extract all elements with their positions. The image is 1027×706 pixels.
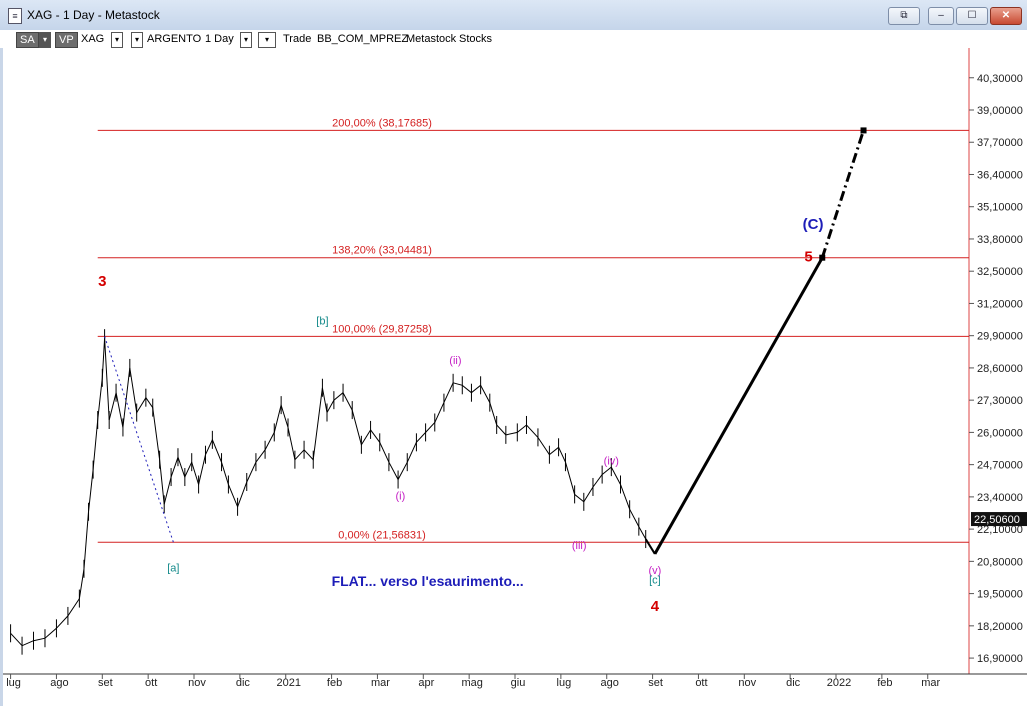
x-tick-label: ago bbox=[601, 677, 619, 689]
projection-line bbox=[653, 257, 824, 555]
wave-annotation: (iii) bbox=[572, 540, 587, 552]
vp-button[interactable]: VP bbox=[55, 32, 78, 48]
trade-label[interactable]: Trade bbox=[283, 33, 312, 45]
x-tick-label: mar bbox=[921, 677, 940, 689]
last-price-label: 22,50600 bbox=[974, 514, 1020, 526]
wave-annotation: (ii) bbox=[449, 355, 461, 367]
source-label: Metastock bbox=[406, 33, 457, 45]
x-tick-label: 2022 bbox=[827, 677, 851, 689]
wave-annotation: (v) bbox=[648, 565, 661, 577]
wave-annotation: (iv) bbox=[604, 456, 619, 468]
symbol-dropdown-icon[interactable]: ▾ bbox=[111, 32, 123, 48]
x-tick-label: ott bbox=[145, 677, 157, 689]
type-label: Stocks bbox=[459, 33, 493, 45]
x-tick-label: apr bbox=[418, 677, 434, 689]
wave-annotation: 4 bbox=[651, 598, 660, 615]
x-tick-label: mar bbox=[371, 677, 390, 689]
last-price-tag bbox=[971, 512, 1027, 527]
wave-annotation: (C) bbox=[803, 216, 824, 233]
x-tick-label: mag bbox=[461, 677, 482, 689]
x-tick-label: nov bbox=[188, 677, 206, 689]
x-tick-label: ago bbox=[50, 677, 68, 689]
y-tick-label: 31,20000 bbox=[977, 298, 1023, 310]
x-tick-label: dic bbox=[236, 677, 251, 689]
wave-annotation: [b] bbox=[316, 316, 328, 328]
layout-name: BB_COM_MPREZ bbox=[317, 33, 409, 45]
fib-level-label: 0,00% (21,56831) bbox=[338, 529, 425, 541]
fib-level-label: 200,00% (38,17685) bbox=[332, 117, 432, 129]
y-tick-label: 20,80000 bbox=[977, 556, 1023, 568]
x-tick-label: set bbox=[98, 677, 113, 689]
wave-annotation: 3 bbox=[98, 273, 106, 290]
y-tick-label: 36,40000 bbox=[977, 169, 1023, 181]
window-titlebar: ≡ XAG - 1 Day - Metastock ⧉ – ☐ ✕ bbox=[0, 0, 1027, 31]
app-icon: ≡ bbox=[8, 8, 22, 24]
x-tick-label: dic bbox=[786, 677, 801, 689]
sa-button[interactable]: SA bbox=[16, 32, 39, 48]
x-tick-label: feb bbox=[877, 677, 892, 689]
wave-annotation: (i) bbox=[395, 490, 405, 502]
x-tick-label: 2021 bbox=[276, 677, 300, 689]
y-tick-label: 19,50000 bbox=[977, 589, 1023, 601]
close-button[interactable]: ✕ bbox=[990, 7, 1022, 25]
y-tick-label: 26,00000 bbox=[977, 427, 1023, 439]
price-series-line bbox=[10, 338, 647, 647]
chart-area[interactable]: 40,30000 39,00000 37,70000 36,40000 35,10000… bbox=[3, 48, 1027, 706]
x-tick-label: nov bbox=[738, 677, 756, 689]
projection-marker bbox=[819, 254, 826, 261]
wave-annotation: 5 bbox=[804, 248, 812, 265]
wave-annotation: FLAT... verso l'esaurimento... bbox=[332, 573, 524, 589]
projection-line bbox=[820, 129, 865, 259]
chart-toolbar: SA ▾ VP XAG ▾ ▾ ARGENTO 1 Day ▾ ▾ Trade … bbox=[0, 30, 1027, 48]
x-tick-label: giu bbox=[511, 677, 526, 689]
wave-annotation: [a] bbox=[167, 562, 179, 574]
y-tick-label: 28,60000 bbox=[977, 363, 1023, 375]
y-tick-label: 35,10000 bbox=[977, 202, 1023, 214]
window-title: XAG - 1 Day - Metastock bbox=[27, 8, 160, 22]
y-tick-label: 16,90000 bbox=[977, 653, 1023, 665]
sa-dropdown-icon[interactable]: ▾ bbox=[39, 32, 51, 48]
indicator-dropdown-icon[interactable]: ▾ bbox=[131, 32, 143, 48]
fib-level-label: 100,00% (29,87258) bbox=[332, 323, 432, 335]
symbol-label: XAG bbox=[81, 33, 105, 45]
y-tick-label: 23,40000 bbox=[977, 492, 1023, 504]
y-tick-label: 24,70000 bbox=[977, 460, 1023, 472]
price-chart[interactable]: 40,30000 39,00000 37,70000 36,40000 35,10000… bbox=[3, 48, 1027, 706]
layout-dropdown-icon[interactable]: ▾ bbox=[258, 32, 276, 48]
x-tick-label: lug bbox=[6, 677, 21, 689]
maximize-button[interactable]: ☐ bbox=[956, 7, 988, 25]
x-tick-label: feb bbox=[327, 677, 342, 689]
minimize-button[interactable]: – bbox=[928, 7, 954, 25]
y-tick-label: 40,30000 bbox=[977, 73, 1023, 85]
y-tick-label: 32,50000 bbox=[977, 266, 1023, 278]
x-tick-label: ott bbox=[695, 677, 707, 689]
y-tick-label: 29,90000 bbox=[977, 331, 1023, 343]
y-tick-label: 33,80000 bbox=[977, 234, 1023, 246]
fib-level-label: 138,20% (33,04481) bbox=[332, 245, 432, 257]
y-tick-label: 22,10000 bbox=[977, 524, 1023, 536]
period-label: 1 Day bbox=[205, 33, 234, 45]
y-tick-label: 39,00000 bbox=[977, 105, 1023, 117]
x-tick-label: lug bbox=[557, 677, 572, 689]
y-tick-label: 18,20000 bbox=[977, 621, 1023, 633]
y-tick-label: 37,70000 bbox=[977, 137, 1023, 149]
security-name: ARGENTO bbox=[147, 33, 202, 45]
wave-a-dotted-line bbox=[104, 336, 174, 543]
wave-annotation: [c] bbox=[649, 575, 661, 587]
restore-chart-button[interactable]: ⧉ bbox=[888, 7, 920, 25]
y-tick-label: 27,30000 bbox=[977, 395, 1023, 407]
wave-v-leg bbox=[644, 538, 656, 555]
period-dropdown-icon[interactable]: ▾ bbox=[240, 32, 252, 48]
x-tick-label: set bbox=[648, 677, 663, 689]
projection-marker bbox=[860, 127, 867, 134]
